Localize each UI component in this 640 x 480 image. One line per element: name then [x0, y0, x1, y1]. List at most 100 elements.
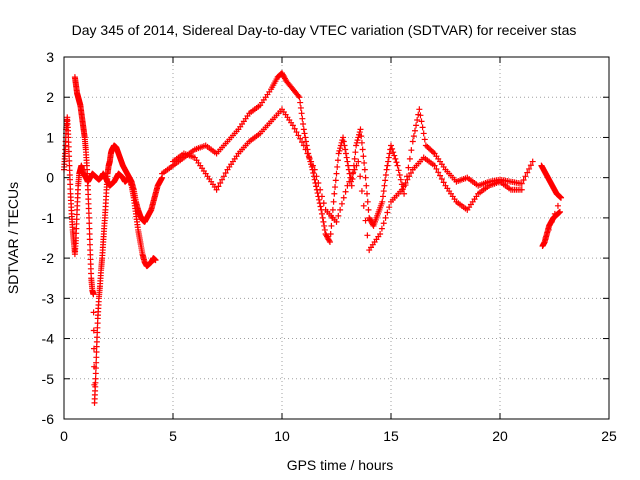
data-point: [338, 200, 345, 207]
data-point: [404, 176, 411, 183]
data-point: [317, 203, 324, 210]
data-point: [388, 142, 394, 149]
data-point: [219, 176, 226, 183]
data-point: [554, 202, 561, 209]
data-point: [360, 202, 367, 209]
data-point: [93, 359, 100, 366]
data-point: [93, 348, 100, 355]
data-point: [217, 180, 224, 187]
data-point: [356, 129, 363, 136]
data-point: [321, 222, 328, 229]
data-point: [86, 236, 93, 243]
data-point: [297, 99, 304, 106]
data-point: [315, 180, 322, 187]
series-trace-b: [71, 74, 166, 406]
data-point: [329, 206, 336, 213]
data-point: [377, 230, 384, 237]
data-point: [336, 147, 343, 154]
data-point: [335, 150, 342, 157]
data-point: [364, 198, 371, 205]
data-point: [379, 198, 386, 205]
data-point: [333, 170, 340, 177]
grid: [64, 57, 609, 419]
y-axis-label: SDTVAR / TECUs: [5, 182, 21, 294]
data-point: [310, 169, 317, 176]
data-point: [408, 147, 415, 154]
data-point: [293, 129, 300, 136]
y-tick-label: 1: [46, 129, 54, 145]
data-point: [308, 163, 315, 170]
y-tick-label: -4: [42, 331, 55, 347]
data-point: [326, 239, 333, 246]
data-point: [558, 194, 565, 201]
data-point: [304, 150, 311, 157]
data-point: [360, 153, 367, 160]
data-point: [340, 138, 347, 145]
data-point: [411, 127, 418, 134]
data-point: [326, 237, 333, 244]
data-point: [311, 166, 318, 173]
data-point: [353, 162, 360, 169]
data-point: [391, 152, 398, 159]
data-point: [527, 162, 534, 169]
data-point: [355, 134, 362, 141]
data-point: [362, 217, 369, 224]
data-point: [86, 214, 93, 221]
y-tick-label: -2: [42, 250, 55, 266]
data-point: [342, 146, 349, 153]
data-point: [416, 106, 423, 113]
data-point: [152, 257, 159, 264]
y-tick-label: -6: [42, 411, 55, 427]
data-point: [357, 173, 364, 180]
data-point: [556, 208, 563, 215]
data-point: [380, 193, 387, 200]
data-point: [337, 145, 344, 152]
data-point: [345, 166, 352, 173]
data-point: [317, 186, 324, 193]
data-point: [215, 183, 222, 190]
data-point: [353, 142, 360, 149]
data-point: [394, 162, 401, 169]
data-point: [406, 173, 413, 180]
data-point: [382, 214, 389, 221]
data-point: [351, 155, 358, 162]
data-point: [365, 206, 372, 213]
data-point: [295, 132, 302, 139]
data-point: [364, 190, 371, 197]
data-point: [302, 134, 309, 141]
data-point: [357, 126, 364, 133]
data-point: [382, 171, 389, 178]
y-tick-label: 2: [46, 89, 54, 105]
data-point: [362, 174, 369, 181]
data-point: [384, 162, 391, 169]
plot-frame: [63, 56, 610, 420]
data-point: [381, 182, 388, 189]
data-point: [86, 241, 93, 248]
data-point: [435, 169, 442, 176]
data-point: [297, 104, 304, 111]
data-point: [359, 146, 366, 153]
data-point: [385, 154, 392, 161]
data-point: [431, 162, 438, 169]
data-point: [395, 167, 402, 174]
data-point: [418, 118, 425, 125]
data-point: [306, 154, 313, 161]
data-point: [433, 165, 440, 172]
data-point: [354, 137, 361, 144]
data-point: [220, 173, 227, 180]
data-point: [92, 370, 99, 377]
data-point: [301, 130, 308, 137]
data-point: [406, 155, 413, 162]
data-point: [363, 182, 370, 189]
data-point: [311, 176, 318, 183]
data-point: [437, 172, 444, 179]
data-point: [302, 146, 309, 153]
data-point: [400, 183, 407, 190]
data-point: [213, 186, 220, 193]
data-point: [320, 218, 327, 225]
data-point: [299, 115, 306, 122]
data-point: [348, 174, 355, 181]
data-point: [222, 169, 229, 176]
data-point: [332, 177, 339, 184]
